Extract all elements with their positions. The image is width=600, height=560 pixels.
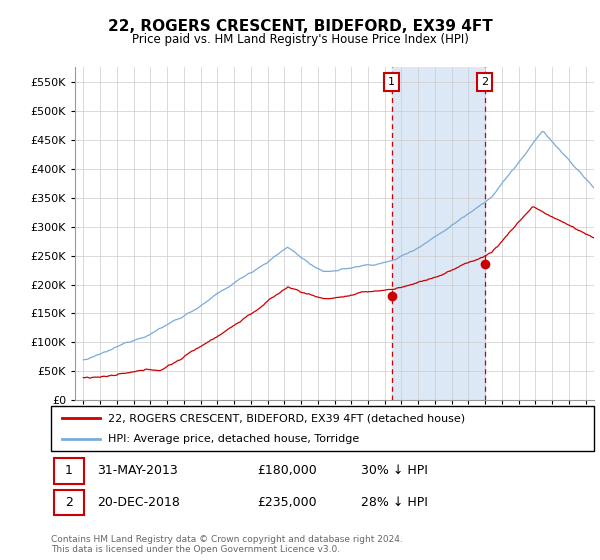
FancyBboxPatch shape xyxy=(54,490,83,515)
Text: £235,000: £235,000 xyxy=(257,496,317,509)
Bar xyxy=(392,67,485,400)
Text: 22, ROGERS CRESCENT, BIDEFORD, EX39 4FT: 22, ROGERS CRESCENT, BIDEFORD, EX39 4FT xyxy=(107,20,493,34)
Text: 20-DEC-2018: 20-DEC-2018 xyxy=(97,496,180,509)
FancyBboxPatch shape xyxy=(54,459,83,483)
Text: 1: 1 xyxy=(388,77,395,87)
Text: 2: 2 xyxy=(65,496,73,509)
Text: 22, ROGERS CRESCENT, BIDEFORD, EX39 4FT (detached house): 22, ROGERS CRESCENT, BIDEFORD, EX39 4FT … xyxy=(108,413,465,423)
Text: 1: 1 xyxy=(65,464,73,478)
Text: HPI: Average price, detached house, Torridge: HPI: Average price, detached house, Torr… xyxy=(108,433,359,444)
Text: £180,000: £180,000 xyxy=(257,464,317,478)
Text: Price paid vs. HM Land Registry's House Price Index (HPI): Price paid vs. HM Land Registry's House … xyxy=(131,32,469,46)
FancyBboxPatch shape xyxy=(51,406,594,451)
Text: Contains HM Land Registry data © Crown copyright and database right 2024.
This d: Contains HM Land Registry data © Crown c… xyxy=(51,535,403,554)
Text: 28% ↓ HPI: 28% ↓ HPI xyxy=(361,496,427,509)
Text: 31-MAY-2013: 31-MAY-2013 xyxy=(97,464,178,478)
Text: 2: 2 xyxy=(481,77,488,87)
Text: 30% ↓ HPI: 30% ↓ HPI xyxy=(361,464,427,478)
